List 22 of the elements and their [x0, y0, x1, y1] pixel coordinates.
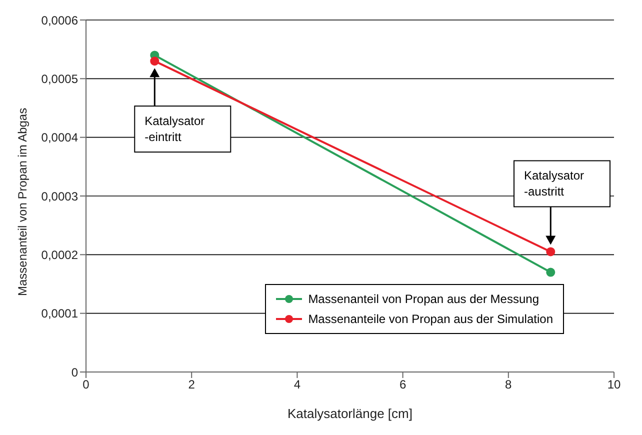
y-tick-label: 0,0005 [41, 72, 78, 86]
y-tick-label: 0 [71, 365, 78, 380]
point [150, 56, 160, 66]
x-tick-label: 8 [505, 378, 512, 392]
legend-label: Massenanteile von Propan aus der Simulation [308, 311, 553, 328]
annotation: Katalysator -austritt [524, 168, 584, 199]
legend-label: Massenanteil von Propan aus der Messung [308, 291, 539, 308]
y-tick-label: 0,0001 [41, 306, 78, 321]
x-tick-label: 2 [188, 378, 196, 392]
y-tick-label: 0,0004 [41, 130, 78, 145]
point [546, 268, 556, 277]
y-tick-label: 0,0003 [41, 189, 78, 204]
x-tick-label: 6 [399, 378, 406, 392]
annotation: Katalysator -eintritt [144, 114, 205, 144]
x-tick-label: 10 [607, 378, 621, 392]
y-tick-label: 0,0006 [41, 13, 78, 28]
x-tick-label: 0 [82, 378, 90, 392]
x-tick-label: 4 [294, 378, 301, 392]
y-axis-title: Massenanteil von Propan im Abgas [15, 108, 30, 296]
point [546, 247, 556, 256]
x-axis-title: Katalysatorlänge [cm] [287, 406, 413, 421]
y-tick-label: 0,0002 [41, 248, 78, 262]
